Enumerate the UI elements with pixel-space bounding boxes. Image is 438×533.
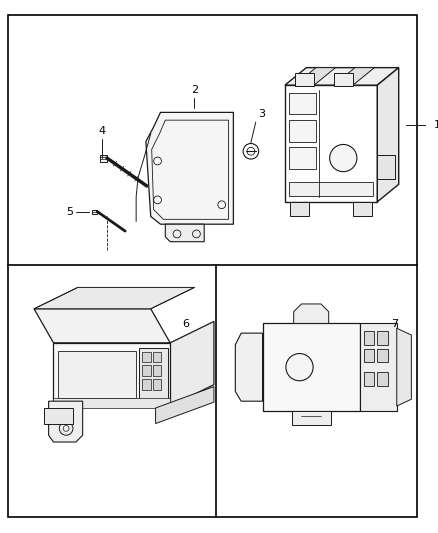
Bar bbox=[139, 348, 168, 401]
Bar bbox=[377, 155, 395, 180]
Text: 2: 2 bbox=[191, 85, 198, 95]
Bar bbox=[262, 324, 360, 411]
Bar bbox=[364, 331, 374, 345]
Bar bbox=[364, 349, 374, 362]
Bar bbox=[142, 352, 151, 362]
Polygon shape bbox=[53, 343, 170, 406]
Polygon shape bbox=[58, 351, 136, 398]
Text: 6: 6 bbox=[183, 319, 190, 328]
Bar bbox=[289, 182, 374, 196]
Bar bbox=[285, 85, 377, 202]
Bar bbox=[153, 379, 162, 390]
Text: 4: 4 bbox=[99, 126, 106, 136]
Text: 7: 7 bbox=[392, 319, 399, 328]
Polygon shape bbox=[353, 202, 372, 216]
Polygon shape bbox=[334, 68, 374, 85]
Bar bbox=[100, 155, 107, 162]
Polygon shape bbox=[397, 328, 411, 406]
Polygon shape bbox=[170, 321, 214, 406]
Bar bbox=[153, 365, 162, 376]
Polygon shape bbox=[294, 304, 328, 324]
Bar bbox=[289, 93, 316, 114]
Polygon shape bbox=[235, 333, 262, 401]
Polygon shape bbox=[165, 224, 204, 241]
Polygon shape bbox=[34, 287, 194, 309]
Polygon shape bbox=[290, 202, 309, 216]
Polygon shape bbox=[285, 68, 399, 85]
Text: 3: 3 bbox=[259, 109, 266, 119]
Bar bbox=[334, 74, 353, 86]
Bar bbox=[289, 147, 316, 169]
Bar bbox=[142, 365, 151, 376]
Polygon shape bbox=[34, 309, 170, 343]
Bar bbox=[142, 379, 151, 390]
Bar bbox=[295, 74, 314, 86]
Bar bbox=[153, 352, 162, 362]
Polygon shape bbox=[49, 401, 83, 442]
Polygon shape bbox=[295, 68, 336, 85]
Bar bbox=[364, 372, 374, 386]
Polygon shape bbox=[155, 386, 214, 424]
Bar bbox=[377, 331, 388, 345]
Circle shape bbox=[286, 353, 313, 381]
Bar bbox=[360, 324, 397, 411]
Bar bbox=[92, 209, 97, 214]
Bar bbox=[53, 398, 170, 408]
Polygon shape bbox=[377, 68, 399, 202]
Text: 1: 1 bbox=[434, 120, 438, 130]
Polygon shape bbox=[146, 112, 233, 224]
Polygon shape bbox=[44, 408, 73, 424]
Bar bbox=[377, 349, 388, 362]
Bar bbox=[289, 120, 316, 142]
Circle shape bbox=[330, 144, 357, 172]
Bar bbox=[292, 411, 331, 424]
Bar bbox=[377, 372, 388, 386]
Text: 5: 5 bbox=[66, 207, 73, 216]
